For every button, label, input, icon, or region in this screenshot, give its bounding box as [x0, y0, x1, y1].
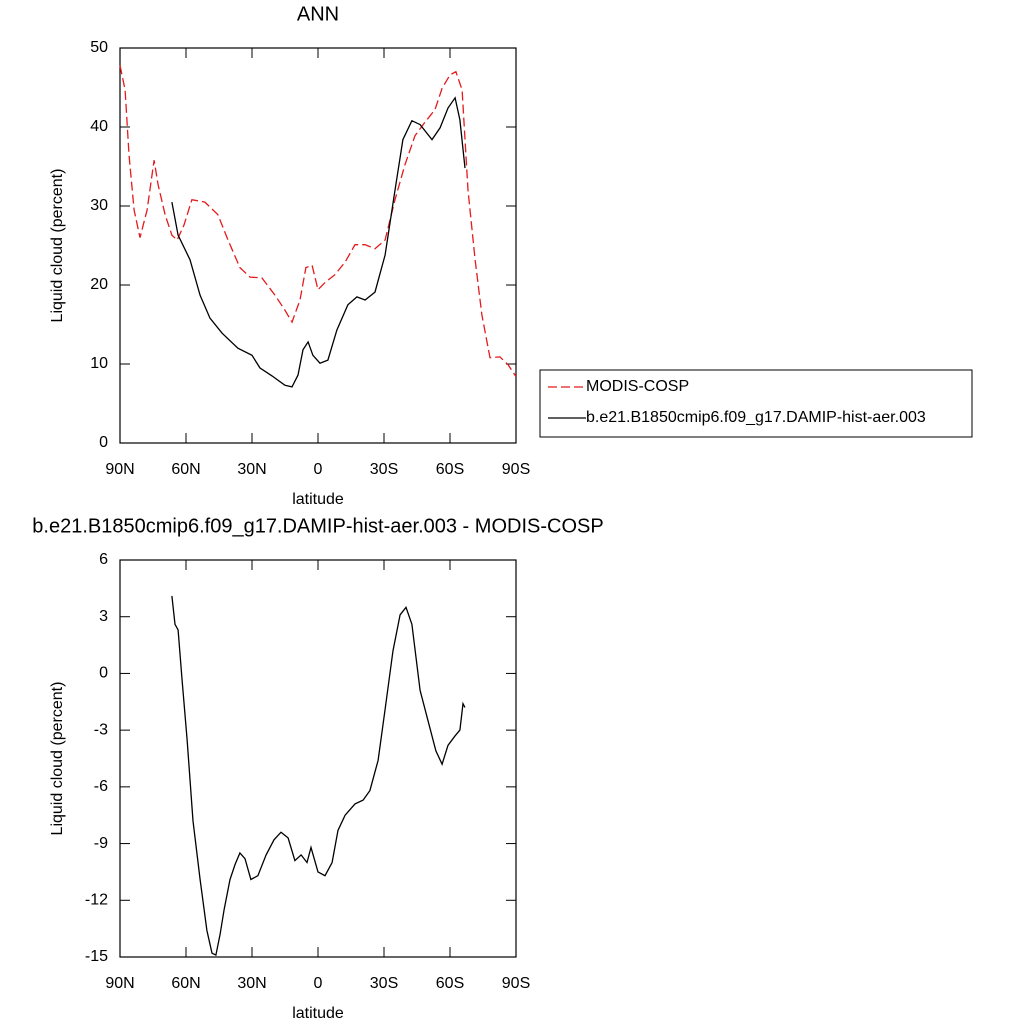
y-axis-label: Liquid cloud (percent) — [49, 169, 66, 323]
x-tick-label: 30S — [370, 461, 398, 478]
legend-label: b.e21.B1850cmip6.f09_g17.DAMIP-hist-aer.… — [586, 409, 926, 426]
x-tick-label: 0 — [314, 461, 323, 478]
y-tick-label: -3 — [94, 721, 108, 738]
x-tick-label: 60N — [171, 975, 200, 992]
plot-frame — [119, 559, 517, 958]
x-tick-label: 60S — [436, 461, 464, 478]
x-tick-label: 90N — [105, 461, 134, 478]
y-tick-label: 0 — [99, 665, 108, 682]
x-tick-label: 30N — [237, 461, 266, 478]
x-axis-label: latitude — [292, 491, 344, 508]
data-line — [119, 65, 517, 377]
x-axis-label: latitude — [292, 1005, 344, 1022]
x-tick-label: 90N — [105, 975, 134, 992]
x-tick-label: 90S — [502, 975, 530, 992]
x-tick-label: 0 — [314, 975, 323, 992]
x-tick-label: 60S — [436, 975, 464, 992]
y-tick-label: -12 — [85, 892, 108, 909]
y-tick-label: 40 — [90, 118, 108, 135]
y-tick-label: -9 — [94, 835, 108, 852]
chart-title: ANN — [297, 3, 339, 25]
y-tick-label: 10 — [90, 355, 108, 372]
data-line — [171, 96, 466, 388]
data-line — [171, 595, 466, 957]
y-tick-label: 3 — [99, 608, 108, 625]
x-tick-label: 30N — [237, 975, 266, 992]
plot-frame — [119, 47, 517, 444]
legend-label: MODIS-COSP — [586, 378, 689, 395]
y-tick-label: 6 — [99, 551, 108, 568]
y-tick-label: -6 — [94, 778, 108, 795]
x-tick-label: 30S — [370, 975, 398, 992]
y-tick-label: 30 — [90, 197, 108, 214]
x-tick-label: 60N — [171, 461, 200, 478]
legend-box — [539, 369, 973, 438]
y-tick-label: 20 — [90, 276, 108, 293]
y-tick-label: 50 — [90, 39, 108, 56]
y-axis-label: Liquid cloud (percent) — [49, 682, 66, 836]
y-tick-label: -15 — [85, 948, 108, 965]
chart-title: b.e21.B1850cmip6.f09_g17.DAMIP-hist-aer.… — [32, 515, 603, 537]
y-tick-label: 0 — [99, 434, 108, 451]
x-tick-label: 90S — [502, 461, 530, 478]
